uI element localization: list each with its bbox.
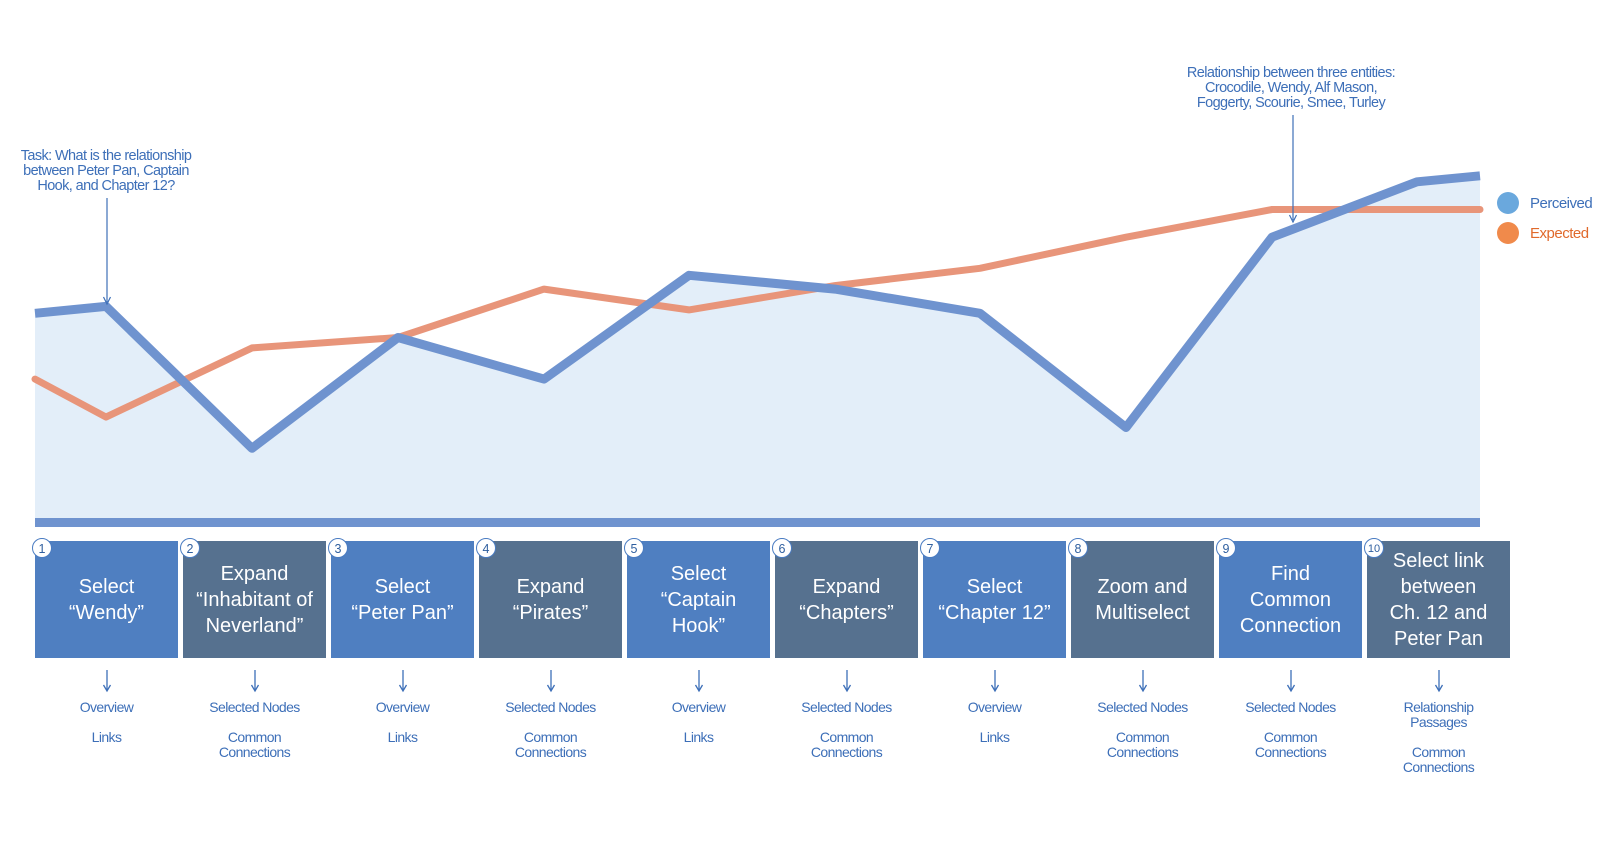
step-number-badge: 5 (624, 538, 644, 558)
step-features: Selected Nodes Common Connections (183, 668, 326, 760)
step-box: 2 Expand “Inhabitant of Neverland” (180, 538, 326, 658)
chart-baseline (35, 518, 1480, 527)
relationship-annotation-line: Foggerty, Scourie, Smee, Turley (1197, 95, 1387, 111)
feature-item: Links (387, 729, 418, 745)
perceived-line (34, 171, 1481, 453)
step-features: Overview Links (331, 668, 474, 745)
down-arrow-icon (250, 670, 259, 693)
feature-item: Relationship Passages (1403, 699, 1474, 730)
step-label: Zoom and Multiselect (1095, 575, 1190, 624)
relationship-annotation-arrow-head (1288, 214, 1298, 224)
feature-item: Common Connections (1106, 729, 1179, 760)
step-features: Overview Links (627, 668, 770, 745)
step-label: Select “Chapter 12” (938, 575, 1051, 624)
step-box: 10 Select link between Ch. 12 and Peter P… (1364, 538, 1510, 658)
down-arrow-icon (546, 670, 555, 693)
step-label: Select “Captain Hook” (660, 562, 737, 637)
down-arrow-icon (990, 670, 999, 693)
step-box: 3 Select “Peter Pan” (328, 538, 474, 658)
feature-item: Links (979, 729, 1010, 745)
down-arrow-icon (398, 670, 407, 693)
down-arrow-icon (102, 670, 111, 693)
relationship-annotation-line: Relationship between three entities: (1187, 65, 1395, 81)
relationship-annotation-line: Crocodile, Wendy, Alf Mason, (1205, 80, 1377, 96)
down-arrow-icon (694, 670, 703, 693)
step-number-badge: 1 (32, 538, 52, 558)
feature-item: Common Connections (1254, 729, 1327, 760)
step-number-badge: 2 (180, 538, 200, 558)
feature-item: Selected Nodes (801, 699, 892, 715)
step-features: Overview Links (35, 668, 178, 745)
legend-expected: Expected (1530, 225, 1589, 242)
down-arrow-icon (1138, 670, 1147, 693)
task-annotation-line: Hook, and Chapter 12? (37, 178, 175, 194)
step-label: Expand “Pirates” (512, 575, 589, 624)
step-box: 7 Select “Chapter 12” (920, 538, 1066, 658)
task-annotation-line: between Peter Pan, Captain (23, 163, 189, 179)
expected-line (31, 206, 1484, 421)
feature-item: Links (683, 729, 714, 745)
feature-item: Selected Nodes (1097, 699, 1188, 715)
perceived-end-marker (1497, 192, 1519, 214)
feature-item: Overview (375, 699, 430, 715)
step-features: Relationship Passages Common Connections (1367, 668, 1510, 775)
step-features: Overview Links (923, 668, 1066, 745)
relationship-annotation: Relationship between three entities: Cro… (1187, 65, 1396, 224)
expected-end-marker (1497, 222, 1519, 244)
feature-item: Overview (671, 699, 726, 715)
step-number-badge: 8 (1068, 538, 1088, 558)
feature-item: Common Connections (218, 729, 291, 760)
step-features: Selected Nodes Common Connections (1219, 668, 1362, 760)
step-features: Selected Nodes Common Connections (775, 668, 918, 760)
task-annotation-arrow-head (102, 296, 112, 306)
step-number-badge: 7 (920, 538, 940, 558)
feature-item: Links (91, 729, 122, 745)
feature-item: Selected Nodes (505, 699, 596, 715)
step-box: 1 Select “Wendy” (32, 538, 178, 658)
task-annotation: Task: What is the relationship between P… (21, 148, 192, 306)
feature-item: Overview (79, 699, 134, 715)
feature-item: Common Connections (810, 729, 883, 760)
step-number-badge: 4 (476, 538, 496, 558)
step-number-badge: 6 (772, 538, 792, 558)
down-arrow-icon (842, 670, 851, 693)
feature-item: Selected Nodes (209, 699, 300, 715)
step-box: 4 Expand “Pirates” (476, 538, 622, 658)
feature-item: Common Connections (514, 729, 587, 760)
step-number-badge: 10 (1364, 538, 1384, 558)
legend-perceived: Perceived (1530, 195, 1592, 212)
step-label: Select “Peter Pan” (351, 575, 454, 624)
step-label: Select link between Ch. 12 and Peter Pan (1389, 549, 1488, 650)
step-label: Select “Wendy” (68, 575, 145, 624)
step-box: 5 Select “Captain Hook” (624, 538, 770, 658)
task-annotation-line: Task: What is the relationship (21, 148, 192, 164)
down-arrow-icon (1434, 670, 1443, 693)
step-features: Selected Nodes Common Connections (1071, 668, 1214, 760)
feature-item: Common Connections (1402, 744, 1475, 775)
feature-item: Overview (967, 699, 1022, 715)
step-box: 6 Expand “Chapters” (772, 538, 918, 658)
step-label: Find Common Connection (1239, 562, 1342, 637)
step-box: 8 Zoom and Multiselect (1068, 538, 1214, 658)
step-label: Expand “Inhabitant of Neverland” (196, 562, 313, 637)
step-number-badge: 9 (1216, 538, 1236, 558)
perceived-area (35, 175, 1480, 519)
step-number-badge: 3 (328, 538, 348, 558)
down-arrow-icon (1286, 670, 1295, 693)
feature-item: Selected Nodes (1245, 699, 1336, 715)
step-box: 9 Find Common Connection (1216, 538, 1362, 658)
step-features: Selected Nodes Common Connections (479, 668, 622, 760)
step-label: Expand “Chapters” (799, 575, 894, 624)
